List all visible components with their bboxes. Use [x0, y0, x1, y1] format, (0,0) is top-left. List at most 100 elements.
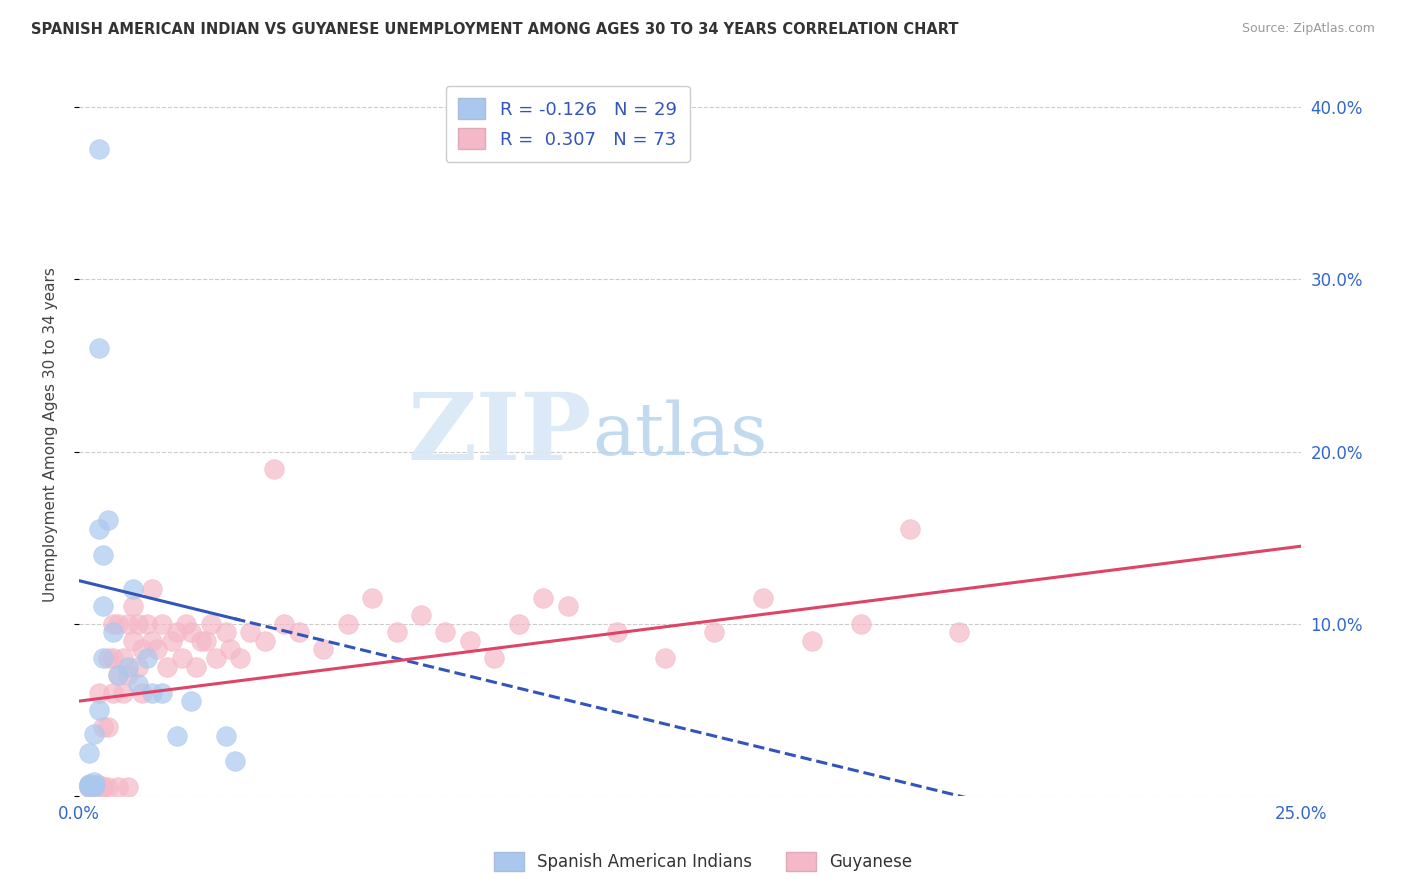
- Point: [186, 659, 208, 673]
- Point: [93, 599, 115, 614]
- Point: [87, 703, 110, 717]
- Point: [107, 780, 129, 794]
- Point: [83, 779, 105, 793]
- Point: [107, 616, 129, 631]
- Point: [83, 780, 105, 794]
- Legend: R = -0.126   N = 29, R =  0.307   N = 73: R = -0.126 N = 29, R = 0.307 N = 73: [446, 86, 689, 161]
- Point: [121, 633, 143, 648]
- Point: [605, 625, 627, 640]
- Point: [87, 779, 110, 793]
- Point: [93, 720, 115, 734]
- Point: [166, 729, 188, 743]
- Point: [83, 727, 105, 741]
- Point: [166, 625, 188, 640]
- Point: [336, 616, 359, 631]
- Text: Source: ZipAtlas.com: Source: ZipAtlas.com: [1241, 22, 1375, 36]
- Point: [111, 685, 134, 699]
- Point: [127, 616, 149, 631]
- Y-axis label: Unemployment Among Ages 30 to 34 years: Unemployment Among Ages 30 to 34 years: [44, 267, 58, 602]
- Point: [508, 616, 530, 631]
- Point: [361, 591, 384, 605]
- Point: [117, 616, 139, 631]
- Point: [117, 659, 139, 673]
- Point: [121, 599, 143, 614]
- Point: [195, 633, 218, 648]
- Point: [97, 780, 120, 794]
- Point: [101, 625, 124, 640]
- Point: [83, 779, 105, 793]
- Point: [77, 746, 100, 760]
- Point: [156, 659, 179, 673]
- Point: [127, 659, 149, 673]
- Point: [107, 668, 129, 682]
- Point: [141, 633, 163, 648]
- Point: [263, 462, 285, 476]
- Point: [180, 694, 202, 708]
- Point: [239, 625, 262, 640]
- Point: [121, 582, 143, 597]
- Point: [654, 651, 676, 665]
- Point: [849, 616, 872, 631]
- Legend: Spanish American Indians, Guyanese: Spanish American Indians, Guyanese: [485, 843, 921, 880]
- Point: [752, 591, 775, 605]
- Point: [77, 780, 100, 794]
- Point: [229, 651, 252, 665]
- Point: [288, 625, 311, 640]
- Point: [703, 625, 725, 640]
- Point: [160, 633, 183, 648]
- Point: [97, 513, 120, 527]
- Point: [200, 616, 222, 631]
- Point: [434, 625, 457, 640]
- Point: [83, 780, 105, 794]
- Point: [131, 685, 153, 699]
- Point: [97, 720, 120, 734]
- Text: ZIP: ZIP: [408, 390, 592, 479]
- Point: [180, 625, 202, 640]
- Point: [77, 779, 100, 793]
- Point: [141, 582, 163, 597]
- Text: SPANISH AMERICAN INDIAN VS GUYANESE UNEMPLOYMENT AMONG AGES 30 TO 34 YEARS CORRE: SPANISH AMERICAN INDIAN VS GUYANESE UNEM…: [31, 22, 959, 37]
- Point: [190, 633, 212, 648]
- Point: [273, 616, 295, 631]
- Point: [409, 608, 432, 623]
- Point: [224, 755, 246, 769]
- Point: [170, 651, 193, 665]
- Text: atlas: atlas: [592, 399, 768, 469]
- Point: [101, 616, 124, 631]
- Point: [948, 625, 970, 640]
- Point: [77, 780, 100, 794]
- Point: [83, 775, 105, 789]
- Point: [77, 777, 100, 791]
- Point: [93, 651, 115, 665]
- Point: [253, 633, 276, 648]
- Point: [93, 780, 115, 794]
- Point: [77, 779, 100, 793]
- Point: [136, 651, 159, 665]
- Point: [146, 642, 169, 657]
- Point: [214, 625, 236, 640]
- Point: [97, 651, 120, 665]
- Point: [107, 668, 129, 682]
- Point: [93, 548, 115, 562]
- Point: [141, 685, 163, 699]
- Point: [93, 780, 115, 794]
- Point: [83, 779, 105, 793]
- Point: [87, 142, 110, 156]
- Point: [150, 685, 173, 699]
- Point: [101, 685, 124, 699]
- Point: [214, 729, 236, 743]
- Point: [87, 685, 110, 699]
- Point: [385, 625, 408, 640]
- Point: [131, 642, 153, 657]
- Point: [557, 599, 579, 614]
- Point: [87, 341, 110, 355]
- Point: [176, 616, 198, 631]
- Point: [531, 591, 554, 605]
- Point: [204, 651, 226, 665]
- Point: [150, 616, 173, 631]
- Point: [312, 642, 335, 657]
- Point: [801, 633, 824, 648]
- Point: [87, 522, 110, 536]
- Point: [101, 651, 124, 665]
- Point: [898, 522, 921, 536]
